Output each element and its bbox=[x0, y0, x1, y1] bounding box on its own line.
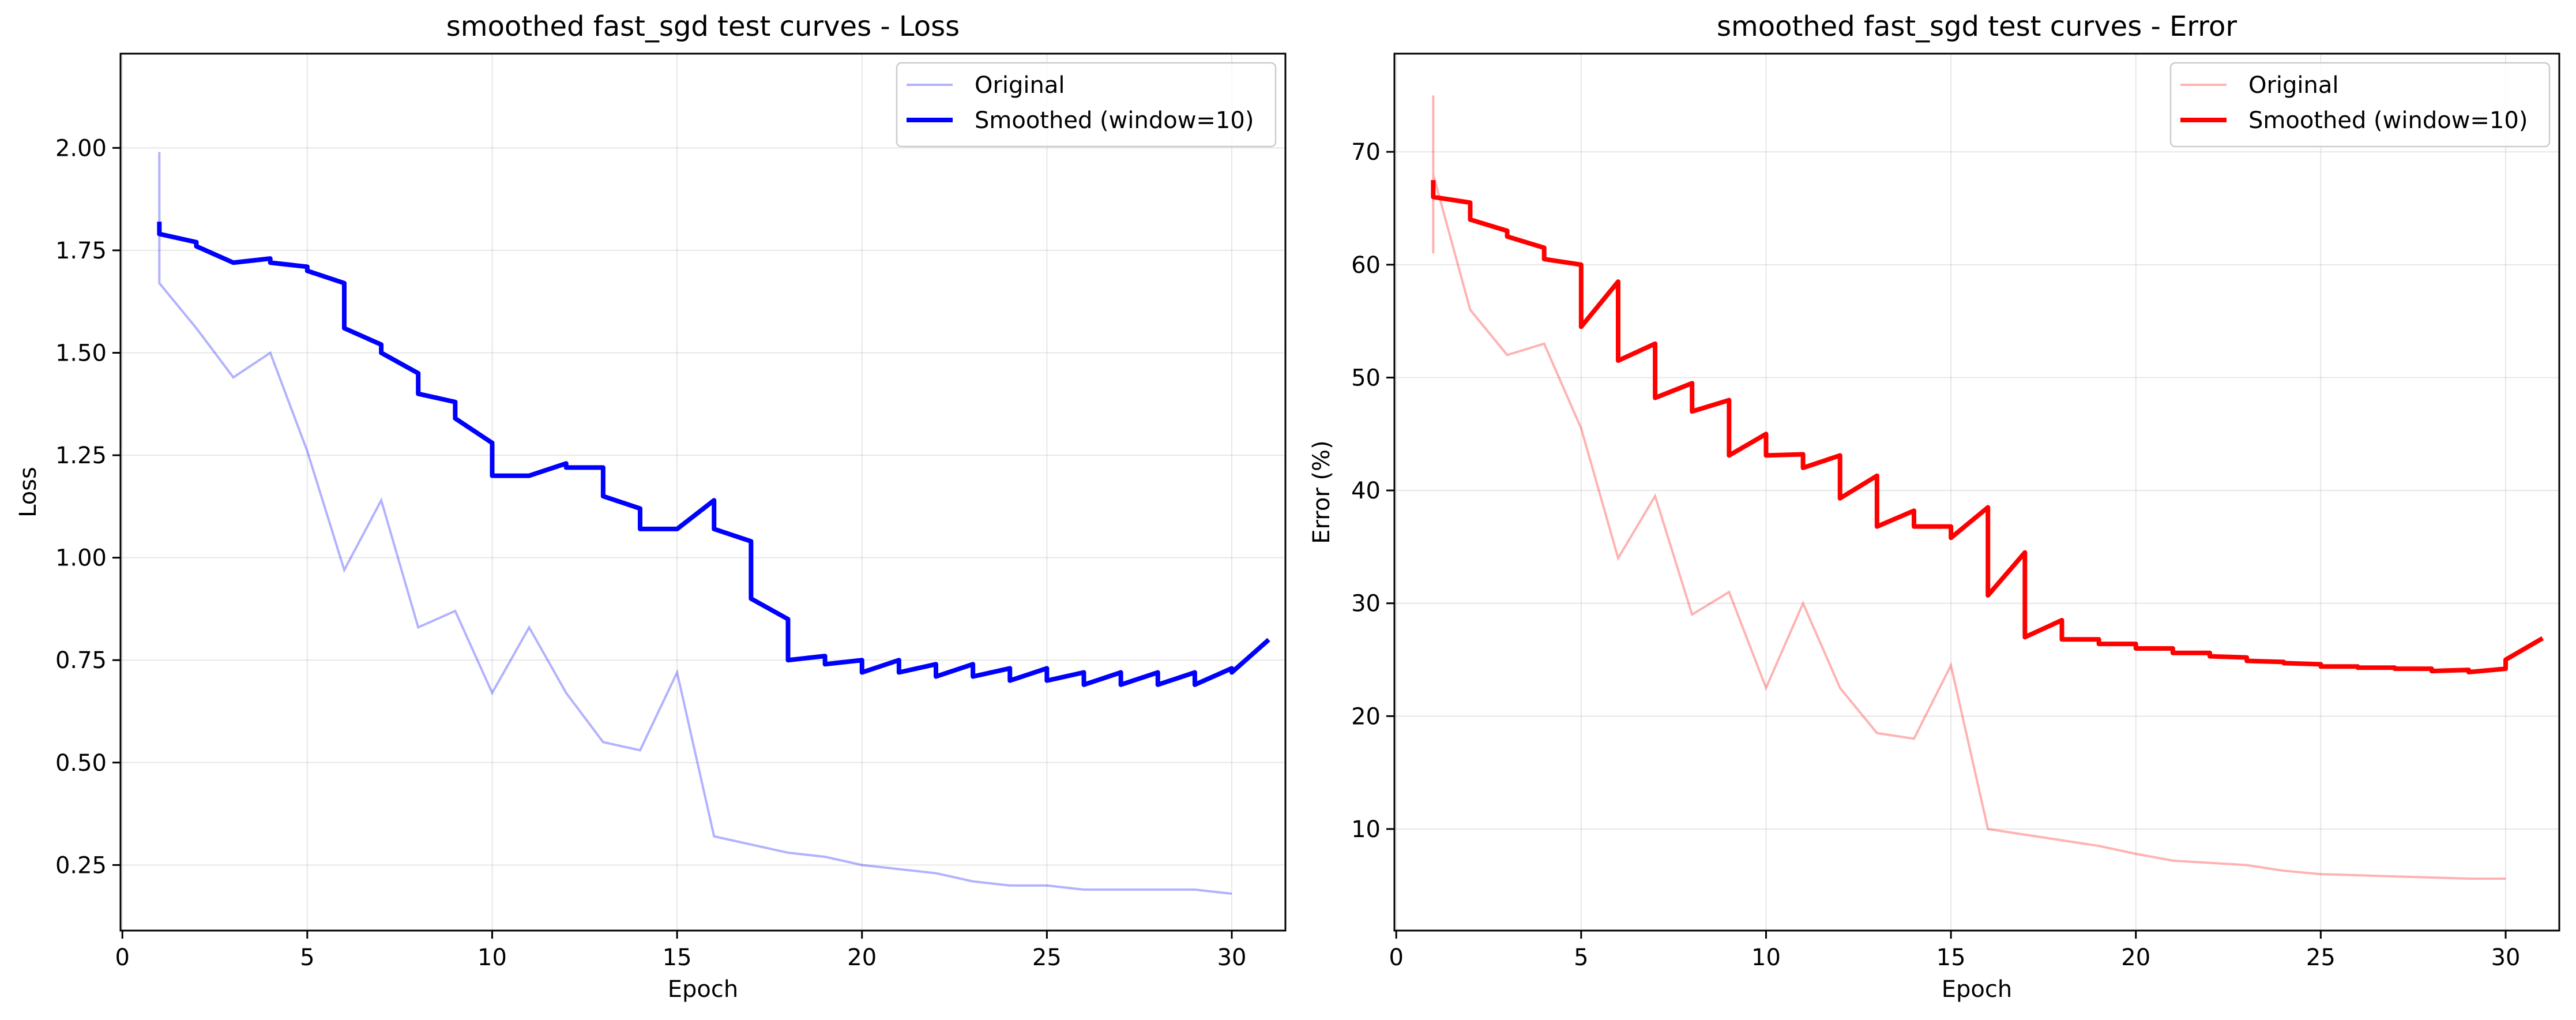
error-chart-title: smoothed fast_sgd test curves - Error bbox=[1717, 10, 2237, 43]
loss-y-tick-label: 0.50 bbox=[55, 750, 107, 777]
loss-y-tick-label: 1.25 bbox=[55, 442, 107, 469]
error-original-series bbox=[1432, 95, 2506, 880]
error-x-tick-label: 10 bbox=[1751, 944, 1781, 971]
loss-legend: Original Smoothed (window=10) bbox=[896, 62, 1277, 148]
error-smoothed-series bbox=[1431, 180, 2544, 675]
loss-x-axis-label: Epoch bbox=[668, 976, 738, 1003]
error-x-tick-label: 30 bbox=[2491, 944, 2521, 971]
error-original-line bbox=[1432, 95, 2506, 880]
error-y-tick-label: 70 bbox=[1351, 139, 1381, 166]
loss-x-tick-label: 0 bbox=[115, 944, 129, 971]
loss-chart-title: smoothed fast_sgd test curves - Loss bbox=[446, 10, 960, 43]
loss-x-tick-labels: 0 5 10 15 20 25 30 bbox=[115, 944, 1246, 971]
loss-y-axis-label: Loss bbox=[15, 467, 42, 518]
error-x-tick-labels: 0 5 10 15 20 25 30 bbox=[1389, 944, 2520, 971]
error-x-tick-label: 20 bbox=[2121, 944, 2150, 971]
loss-smoothed-series bbox=[157, 222, 1270, 687]
error-y-tick-labels: 10 20 30 40 50 60 70 bbox=[1351, 139, 1381, 843]
error-tick-marks bbox=[1386, 151, 2507, 939]
error-smoothed-line bbox=[1431, 180, 2544, 675]
error-gridlines bbox=[1394, 54, 2559, 931]
loss-legend-box bbox=[896, 62, 1277, 148]
error-legend-box bbox=[2169, 62, 2551, 148]
error-legend-original-label: Original bbox=[2248, 72, 2339, 99]
loss-y-tick-label: 0.75 bbox=[55, 647, 107, 674]
error-x-tick-label: 5 bbox=[1574, 944, 1588, 971]
error-y-tick-label: 40 bbox=[1351, 478, 1381, 504]
error-y-tick-label: 60 bbox=[1351, 252, 1381, 279]
loss-legend-smoothed-label: Smoothed (window=10) bbox=[975, 107, 1254, 134]
error-y-axis-label: Error (%) bbox=[1308, 440, 1335, 543]
loss-legend-original-label: Original bbox=[975, 72, 1065, 99]
loss-smoothed-line bbox=[157, 222, 1270, 687]
loss-y-tick-label: 1.75 bbox=[55, 238, 107, 264]
loss-x-tick-label: 30 bbox=[1217, 944, 1247, 971]
error-y-tick-label: 10 bbox=[1351, 816, 1381, 843]
error-plot-frame bbox=[1393, 52, 2560, 932]
loss-x-tick-label: 5 bbox=[300, 944, 314, 971]
error-x-axis-label: Epoch bbox=[1942, 976, 2012, 1003]
loss-y-tick-label: 0.25 bbox=[55, 852, 107, 879]
error-x-tick-label: 25 bbox=[2306, 944, 2336, 971]
error-legend: Original Smoothed (window=10) bbox=[2169, 62, 2551, 148]
loss-original-series bbox=[158, 152, 1232, 895]
error-y-tick-label: 50 bbox=[1351, 365, 1381, 391]
loss-y-tick-label: 2.00 bbox=[55, 135, 107, 162]
loss-original-line bbox=[158, 152, 1232, 895]
loss-plot-frame bbox=[119, 52, 1287, 932]
loss-y-tick-labels: 0.25 0.50 0.75 1.00 1.25 1.50 1.75 2.00 bbox=[55, 135, 107, 879]
error-y-tick-label: 20 bbox=[1351, 703, 1381, 730]
loss-x-tick-label: 10 bbox=[477, 944, 507, 971]
loss-tick-marks bbox=[112, 147, 1233, 939]
error-y-tick-label: 30 bbox=[1351, 591, 1381, 617]
error-panel: 0 5 10 15 20 25 30 10 20 30 40 50 60 70 smoothed fas… bbox=[1308, 10, 2560, 1003]
loss-gridlines bbox=[121, 54, 1285, 931]
loss-x-tick-label: 20 bbox=[847, 944, 877, 971]
loss-y-tick-label: 1.00 bbox=[55, 545, 107, 572]
loss-x-tick-label: 25 bbox=[1032, 944, 1062, 971]
loss-y-tick-label: 1.50 bbox=[55, 340, 107, 367]
loss-x-tick-label: 15 bbox=[663, 944, 692, 971]
error-legend-smoothed-label: Smoothed (window=10) bbox=[2248, 107, 2528, 134]
loss-panel: 0 5 10 15 20 25 30 0.25 0.50 0.75 1.00 1.25 1.50 1.7… bbox=[15, 10, 1287, 1003]
error-x-tick-label: 15 bbox=[1936, 944, 1966, 971]
error-x-tick-label: 0 bbox=[1389, 944, 1403, 971]
